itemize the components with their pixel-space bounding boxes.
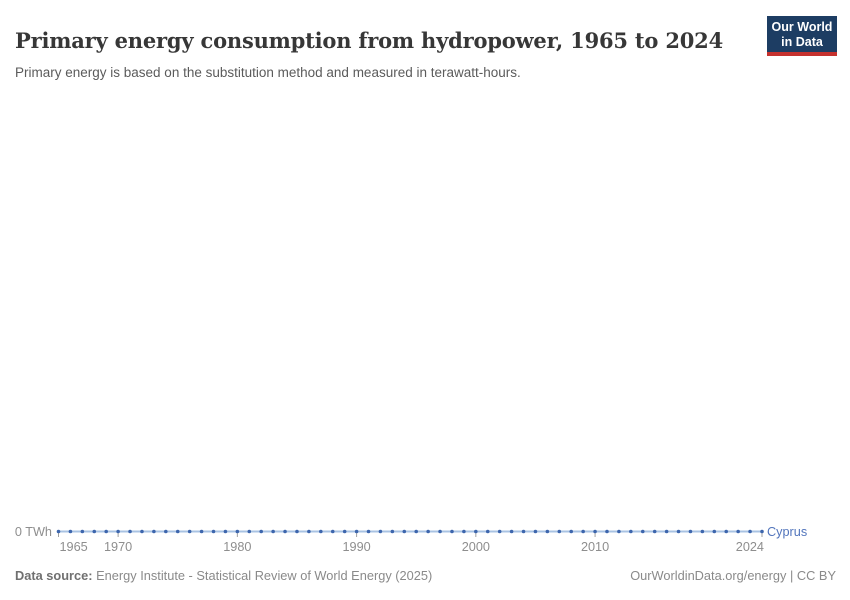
data-point[interactable] bbox=[104, 529, 108, 534]
data-point[interactable] bbox=[80, 529, 85, 534]
data-point[interactable] bbox=[68, 529, 73, 534]
data-point[interactable] bbox=[271, 529, 275, 534]
data-point[interactable] bbox=[629, 529, 633, 534]
data-point[interactable] bbox=[712, 529, 717, 534]
data-point[interactable] bbox=[497, 529, 502, 534]
data-source-note: Data source: Energy Institute - Statisti… bbox=[15, 568, 432, 584]
data-point[interactable] bbox=[569, 529, 574, 534]
chart-subtitle: Primary energy is based on the substitut… bbox=[15, 64, 521, 80]
data-point[interactable] bbox=[509, 529, 514, 534]
data-point[interactable] bbox=[605, 529, 609, 534]
data-point[interactable] bbox=[652, 529, 657, 534]
data-point[interactable] bbox=[235, 529, 240, 534]
data-point[interactable] bbox=[414, 529, 419, 534]
data-point[interactable] bbox=[688, 529, 693, 534]
data-point[interactable] bbox=[223, 529, 228, 534]
data-point[interactable] bbox=[259, 529, 264, 534]
data-point[interactable] bbox=[640, 529, 645, 534]
data-point[interactable] bbox=[307, 529, 311, 534]
data-point[interactable] bbox=[533, 529, 538, 534]
data-point[interactable] bbox=[390, 529, 395, 534]
data-point[interactable] bbox=[175, 529, 180, 534]
data-point[interactable] bbox=[617, 529, 621, 534]
data-point[interactable] bbox=[438, 529, 442, 534]
data-point[interactable] bbox=[760, 529, 764, 534]
data-point[interactable] bbox=[748, 529, 752, 534]
data-point[interactable] bbox=[330, 529, 335, 534]
data-point[interactable] bbox=[664, 529, 669, 534]
data-source-text: Energy Institute - Statistical Review of… bbox=[92, 568, 433, 583]
owid-logo-line2: in Data bbox=[781, 34, 823, 49]
owid-logo[interactable]: Our World in Data bbox=[767, 16, 837, 56]
data-point[interactable] bbox=[676, 529, 681, 534]
x-axis-tick-label: 2010 bbox=[581, 540, 609, 554]
data-point[interactable] bbox=[354, 529, 359, 534]
data-point[interactable] bbox=[116, 529, 120, 534]
x-axis-tick-label: 1965 bbox=[60, 540, 88, 554]
data-point[interactable] bbox=[211, 529, 216, 534]
data-point[interactable] bbox=[366, 529, 371, 534]
data-point[interactable] bbox=[474, 529, 478, 534]
data-source-label: Data source: bbox=[15, 568, 93, 583]
data-point[interactable] bbox=[581, 529, 585, 534]
owid-logo-line1: Our World bbox=[771, 20, 833, 34]
data-point[interactable] bbox=[557, 529, 562, 534]
data-point[interactable] bbox=[700, 529, 705, 534]
data-point[interactable] bbox=[462, 529, 466, 534]
y-axis-label: 0 TWh bbox=[15, 525, 52, 539]
data-point[interactable] bbox=[521, 529, 526, 534]
data-point[interactable] bbox=[187, 529, 192, 534]
data-point[interactable] bbox=[164, 529, 168, 534]
data-point[interactable] bbox=[426, 529, 430, 534]
data-point[interactable] bbox=[485, 529, 490, 534]
data-point[interactable] bbox=[199, 529, 204, 534]
data-point[interactable] bbox=[295, 529, 299, 534]
data-point[interactable] bbox=[545, 529, 550, 534]
data-point[interactable] bbox=[342, 529, 347, 534]
x-axis-tick-label: 2024 bbox=[736, 540, 764, 554]
data-point[interactable] bbox=[56, 529, 61, 534]
data-point[interactable] bbox=[378, 529, 383, 534]
plot-layer: 1965 1970 1980 1990 2000 2010 2024 bbox=[56, 529, 764, 554]
data-point[interactable] bbox=[140, 529, 144, 534]
data-point[interactable] bbox=[736, 529, 740, 534]
chart-title: Primary energy consumption from hydropow… bbox=[15, 28, 723, 54]
data-point[interactable] bbox=[450, 529, 454, 534]
data-point[interactable] bbox=[152, 529, 156, 534]
x-axis-tick-label: 1980 bbox=[223, 540, 251, 554]
x-axis-tick-label: 1990 bbox=[342, 540, 370, 554]
data-point[interactable] bbox=[724, 529, 729, 534]
data-point[interactable] bbox=[402, 529, 407, 534]
data-point[interactable] bbox=[283, 529, 287, 534]
x-axis-tick-label: 1970 bbox=[104, 540, 132, 554]
data-point[interactable] bbox=[319, 529, 323, 534]
attribution-link[interactable]: OurWorldinData.org/energy | CC BY bbox=[630, 568, 836, 583]
entity-label-cyprus[interactable]: Cyprus bbox=[767, 525, 807, 539]
data-point[interactable] bbox=[247, 529, 252, 534]
x-axis-tick-label: 2000 bbox=[462, 540, 490, 554]
data-point[interactable] bbox=[128, 529, 132, 534]
data-point[interactable] bbox=[593, 529, 597, 534]
data-point[interactable] bbox=[92, 529, 97, 534]
chart-footer: Data source: Energy Institute - Statisti… bbox=[15, 568, 836, 584]
